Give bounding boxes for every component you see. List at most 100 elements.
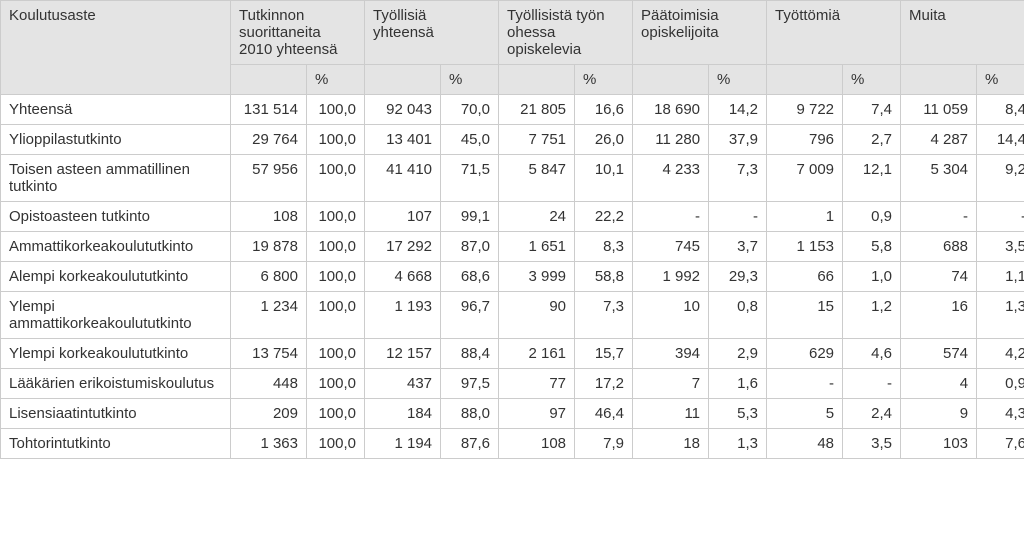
- cell-value: 48: [767, 429, 843, 459]
- cell-value: 1 651: [499, 232, 575, 262]
- cell-value: 90: [499, 292, 575, 339]
- cell-value: 448: [231, 369, 307, 399]
- cell-percent: 7,3: [709, 155, 767, 202]
- row-label: Tohtorintutkinto: [1, 429, 231, 459]
- cell-value: 5 304: [901, 155, 977, 202]
- cell-percent: 1,1: [977, 262, 1024, 292]
- cell-percent: 88,4: [441, 339, 499, 369]
- header-value-blank: [231, 65, 307, 95]
- table-row: Lisensiaatintutkinto209100,018488,09746,…: [1, 399, 1024, 429]
- cell-value: 5 847: [499, 155, 575, 202]
- cell-percent: 12,1: [843, 155, 901, 202]
- cell-value: 21 805: [499, 95, 575, 125]
- cell-percent: 1,0: [843, 262, 901, 292]
- row-label: Ylempi korkeakoulututkinto: [1, 339, 231, 369]
- cell-percent: 3,5: [843, 429, 901, 459]
- cell-percent: 7,6: [977, 429, 1024, 459]
- cell-percent: 88,0: [441, 399, 499, 429]
- cell-value: 24: [499, 202, 575, 232]
- header-pct: %: [977, 65, 1024, 95]
- header-group-employed-studying: Työllisistä työn ohessa opiskelevia: [499, 1, 633, 65]
- cell-percent: 8,4: [977, 95, 1024, 125]
- row-label: Toisen asteen ammatillinen tutkinto: [1, 155, 231, 202]
- header-education-level: Koulutusaste: [1, 1, 231, 95]
- header-group-other: Muita: [901, 1, 1024, 65]
- cell-percent: 0,8: [709, 292, 767, 339]
- header-group-unemployed: Työttömiä: [767, 1, 901, 65]
- cell-value: 184: [365, 399, 441, 429]
- cell-percent: 100,0: [307, 429, 365, 459]
- table-row: Ylioppilastutkinto29 764100,013 40145,07…: [1, 125, 1024, 155]
- cell-percent: 100,0: [307, 202, 365, 232]
- cell-percent: 10,1: [575, 155, 633, 202]
- table-row: Lääkärien erikoistumiskoulutus448100,043…: [1, 369, 1024, 399]
- cell-value: 1 193: [365, 292, 441, 339]
- header-value-blank: [767, 65, 843, 95]
- cell-value: 103: [901, 429, 977, 459]
- cell-value: 6 800: [231, 262, 307, 292]
- cell-value: 4 668: [365, 262, 441, 292]
- cell-value: 574: [901, 339, 977, 369]
- cell-percent: 3,5: [977, 232, 1024, 262]
- cell-percent: 71,5: [441, 155, 499, 202]
- cell-value: 4: [901, 369, 977, 399]
- cell-percent: 7,3: [575, 292, 633, 339]
- header-group-graduates: Tutkinnon suorittaneita 2010 yhteensä: [231, 1, 365, 65]
- cell-percent: 100,0: [307, 95, 365, 125]
- cell-value: 1 153: [767, 232, 843, 262]
- cell-percent: 68,6: [441, 262, 499, 292]
- cell-percent: 1,6: [709, 369, 767, 399]
- table-row: Toisen asteen ammatillinen tutkinto57 95…: [1, 155, 1024, 202]
- cell-value: 437: [365, 369, 441, 399]
- cell-value: 1 363: [231, 429, 307, 459]
- cell-value: 92 043: [365, 95, 441, 125]
- cell-value: 1: [767, 202, 843, 232]
- cell-percent: 70,0: [441, 95, 499, 125]
- row-label: Yhteensä: [1, 95, 231, 125]
- cell-percent: 100,0: [307, 399, 365, 429]
- cell-value: 11 280: [633, 125, 709, 155]
- cell-value: 7 009: [767, 155, 843, 202]
- cell-value: 745: [633, 232, 709, 262]
- cell-value: 7 751: [499, 125, 575, 155]
- cell-percent: -: [977, 202, 1024, 232]
- cell-percent: 87,6: [441, 429, 499, 459]
- cell-percent: 9,2: [977, 155, 1024, 202]
- cell-value: 131 514: [231, 95, 307, 125]
- cell-percent: 7,4: [843, 95, 901, 125]
- header-value-blank: [633, 65, 709, 95]
- row-label: Lisensiaatintutkinto: [1, 399, 231, 429]
- cell-percent: 87,0: [441, 232, 499, 262]
- row-label: Ylempi ammattikorkeakoulututkinto: [1, 292, 231, 339]
- cell-percent: 0,9: [977, 369, 1024, 399]
- cell-value: -: [767, 369, 843, 399]
- header-value-blank: [901, 65, 977, 95]
- cell-percent: 2,9: [709, 339, 767, 369]
- cell-percent: 22,2: [575, 202, 633, 232]
- cell-percent: 14,2: [709, 95, 767, 125]
- cell-value: 11: [633, 399, 709, 429]
- cell-value: 688: [901, 232, 977, 262]
- cell-value: 13 401: [365, 125, 441, 155]
- cell-value: 41 410: [365, 155, 441, 202]
- cell-percent: 15,7: [575, 339, 633, 369]
- cell-value: 15: [767, 292, 843, 339]
- header-pct: %: [307, 65, 365, 95]
- cell-value: 1 194: [365, 429, 441, 459]
- cell-percent: 5,8: [843, 232, 901, 262]
- cell-value: 13 754: [231, 339, 307, 369]
- cell-percent: 3,7: [709, 232, 767, 262]
- cell-percent: 4,6: [843, 339, 901, 369]
- cell-percent: 45,0: [441, 125, 499, 155]
- row-label: Lääkärien erikoistumiskoulutus: [1, 369, 231, 399]
- cell-percent: 100,0: [307, 292, 365, 339]
- cell-value: 1 992: [633, 262, 709, 292]
- cell-percent: 7,9: [575, 429, 633, 459]
- cell-value: 2 161: [499, 339, 575, 369]
- cell-percent: 100,0: [307, 155, 365, 202]
- cell-value: 4 287: [901, 125, 977, 155]
- row-label: Opistoasteen tutkinto: [1, 202, 231, 232]
- cell-percent: 26,0: [575, 125, 633, 155]
- cell-percent: 14,4: [977, 125, 1024, 155]
- cell-percent: 100,0: [307, 232, 365, 262]
